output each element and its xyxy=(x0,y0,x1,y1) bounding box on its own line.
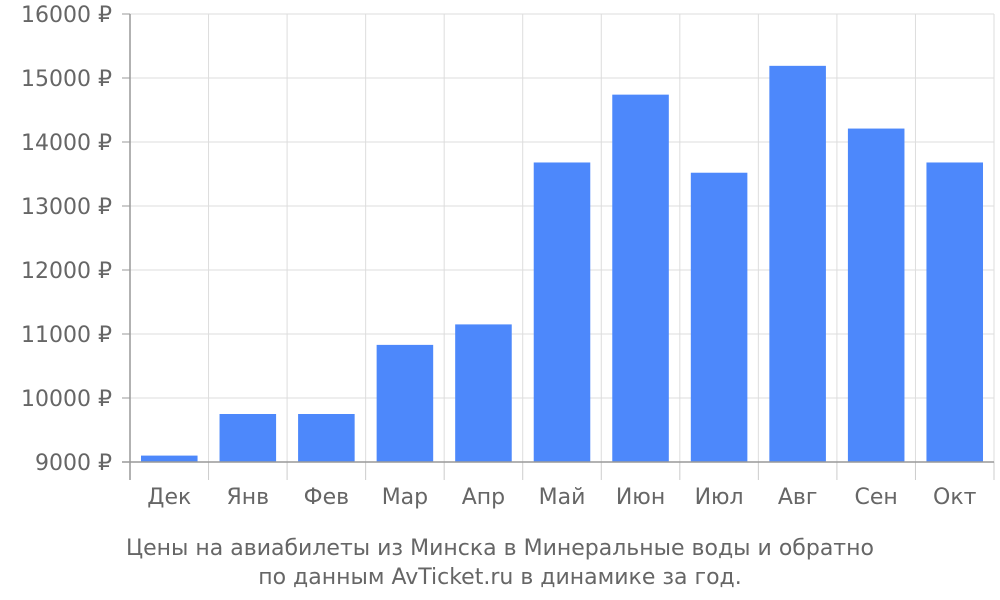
x-tick-label: Сен xyxy=(855,485,898,510)
axis-layer xyxy=(122,13,995,480)
y-tick-label: 15000 ₽ xyxy=(21,67,112,92)
bar xyxy=(376,344,434,462)
x-tick-label: Дек xyxy=(147,485,191,510)
bar xyxy=(298,414,355,462)
bar xyxy=(455,324,512,462)
x-tick-label: Апр xyxy=(462,485,505,510)
x-tick-label: Янв xyxy=(226,485,269,510)
bar xyxy=(219,414,277,462)
bar xyxy=(140,455,198,462)
x-tick-label: Май xyxy=(539,485,586,510)
bar xyxy=(769,65,826,462)
y-tick-label: 11000 ₽ xyxy=(21,323,112,348)
bar xyxy=(612,94,669,462)
x-tick-label: Окт xyxy=(933,485,977,510)
x-tick-label: Фев xyxy=(304,485,349,510)
bar xyxy=(533,162,591,463)
x-tick-label: Июн xyxy=(616,485,665,510)
labels-layer: 9000 ₽ 10000 ₽ 11000 ₽ 12000 ₽ 13000 ₽ 14000 … xyxy=(21,3,977,510)
y-tick-label: 13000 ₽ xyxy=(21,195,112,220)
chart-caption-line-1: Цены на авиабилеты из Минска в Минеральн… xyxy=(126,536,874,561)
y-tick-label: 9000 ₽ xyxy=(35,451,112,476)
bar xyxy=(926,162,984,463)
x-tick-label: Мар xyxy=(382,485,428,510)
y-tick-label: 16000 ₽ xyxy=(21,3,112,28)
x-tick-label: Июл xyxy=(695,485,744,510)
bar xyxy=(690,172,748,462)
bars-layer xyxy=(140,65,984,463)
x-tick-label: Авг xyxy=(778,485,818,510)
y-tick-label: 14000 ₽ xyxy=(21,131,112,156)
bar xyxy=(847,128,905,462)
y-tick-label: 10000 ₽ xyxy=(21,387,112,412)
chart-caption-line-2: по данным AvTicket.ru в динамике за год. xyxy=(258,565,742,590)
y-tick-label: 12000 ₽ xyxy=(21,259,112,284)
